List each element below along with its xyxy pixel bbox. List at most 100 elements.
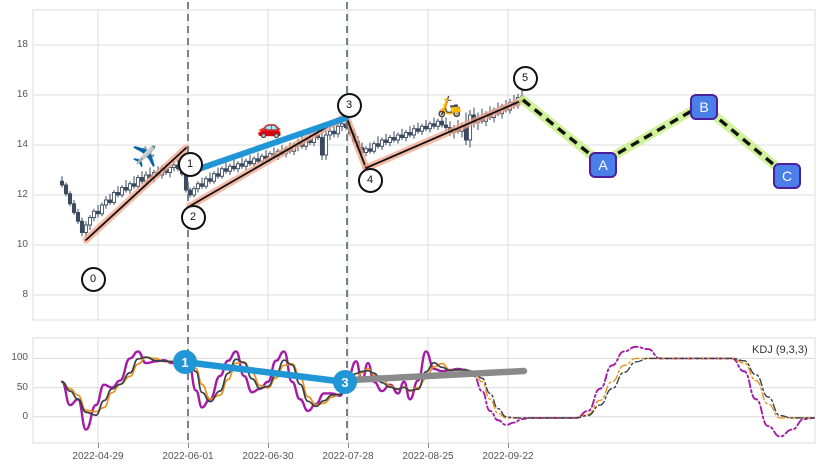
price-y-tick-label: 16 xyxy=(16,89,28,100)
candle-body xyxy=(407,132,413,136)
forecast-line xyxy=(521,98,787,176)
candlestick xyxy=(379,137,385,150)
candlestick xyxy=(63,182,69,197)
candle-body xyxy=(223,168,229,172)
kdj-marker-3[interactable]: 3 xyxy=(333,370,357,394)
price-marker-2[interactable]: 2 xyxy=(180,204,206,230)
price-y-tick-label: 8 xyxy=(22,289,28,300)
candlestick xyxy=(83,221,89,238)
candlestick xyxy=(411,125,417,139)
price-marker-5[interactable]: 5 xyxy=(512,65,538,91)
candle-body xyxy=(419,125,425,132)
candlestick xyxy=(383,133,389,145)
candlestick xyxy=(247,155,253,167)
trendline xyxy=(345,115,367,169)
candlestick xyxy=(403,130,409,142)
kdj-line-K xyxy=(61,356,467,417)
candle-body xyxy=(375,143,381,147)
kdj-marker-1[interactable]: 1 xyxy=(173,350,197,374)
candle-body xyxy=(227,165,233,172)
candle-body xyxy=(331,130,337,135)
candle-body xyxy=(215,173,221,177)
kdj-y-tick-label: 50 xyxy=(16,381,28,393)
candlestick xyxy=(219,166,225,179)
candlestick xyxy=(375,136,381,149)
candle-body xyxy=(111,192,117,203)
car-icon: 🚗 xyxy=(257,117,282,139)
candlestick xyxy=(99,202,105,217)
candle-body xyxy=(251,158,257,165)
candle-body xyxy=(255,158,261,162)
candle-body xyxy=(91,210,97,218)
candlestick xyxy=(203,176,209,189)
candle-body xyxy=(423,125,429,130)
candle-body xyxy=(431,123,437,127)
price-marker-3[interactable]: 3 xyxy=(336,92,362,118)
kdj-forecast-K xyxy=(465,357,815,419)
x-tick-mark xyxy=(98,443,99,448)
candlestick xyxy=(235,161,241,173)
candlestick xyxy=(231,160,237,172)
candle-body xyxy=(319,137,325,156)
candle-body xyxy=(95,210,101,215)
kdj-forecast-D xyxy=(465,357,815,419)
candle-body xyxy=(171,164,177,168)
candle-body xyxy=(411,128,417,136)
candle-body xyxy=(199,183,205,187)
candlestick xyxy=(431,117,437,129)
trendline xyxy=(365,99,524,169)
candle-body xyxy=(427,123,433,130)
candle-body xyxy=(75,212,81,222)
kdj-forecast-J xyxy=(465,345,815,438)
candle-body xyxy=(131,183,137,187)
candle-body xyxy=(71,203,77,213)
candlestick xyxy=(87,215,93,230)
candlestick xyxy=(191,186,197,198)
candlestick xyxy=(371,141,377,154)
forecast-label-A[interactable]: A xyxy=(589,152,617,178)
candle-body xyxy=(371,143,377,152)
candlestick xyxy=(91,208,97,222)
candle-body xyxy=(231,165,237,170)
x-tick-label: 2022-06-30 xyxy=(242,451,294,462)
kdj-y-tick-label: 100 xyxy=(11,352,28,364)
candlestick xyxy=(423,120,429,132)
candlestick xyxy=(419,123,425,135)
x-tick-mark xyxy=(268,443,269,448)
candlestick xyxy=(111,190,117,205)
candle-body xyxy=(107,199,113,203)
price-y-tick-label: 10 xyxy=(16,239,28,250)
candle-body xyxy=(335,125,341,135)
candlestick xyxy=(115,186,121,198)
x-tick-label: 2022-07-28 xyxy=(322,451,374,462)
candle-body xyxy=(59,180,65,186)
price-y-tick-label: 18 xyxy=(16,39,28,50)
candle-body xyxy=(399,134,405,138)
price-marker-4[interactable]: 4 xyxy=(357,167,383,193)
candlestick xyxy=(435,118,441,130)
candle-body xyxy=(243,160,249,167)
candle-body xyxy=(247,160,253,165)
candlestick xyxy=(103,196,109,209)
candle-body xyxy=(139,177,145,182)
forecast-label-B[interactable]: B xyxy=(690,94,718,120)
price-panel xyxy=(32,2,816,321)
candlestick xyxy=(79,217,85,237)
x-tick-label: 2022-06-01 xyxy=(162,451,214,462)
price-marker-1[interactable]: 1 xyxy=(177,151,203,177)
candlestick xyxy=(139,171,145,184)
candle-body xyxy=(79,220,85,233)
candlestick xyxy=(335,122,341,138)
candlestick xyxy=(223,162,229,174)
candle-body xyxy=(127,183,133,191)
blue-trendline xyxy=(187,115,349,175)
candlestick xyxy=(59,176,65,188)
scooter-icon: 🛵 xyxy=(437,96,462,118)
candle-body xyxy=(235,163,241,170)
candle-body xyxy=(239,163,245,167)
candlestick xyxy=(391,131,397,143)
candlestick xyxy=(415,122,421,134)
forecast-label-C[interactable]: C xyxy=(773,163,801,189)
price-marker-0[interactable]: 0 xyxy=(80,266,106,292)
